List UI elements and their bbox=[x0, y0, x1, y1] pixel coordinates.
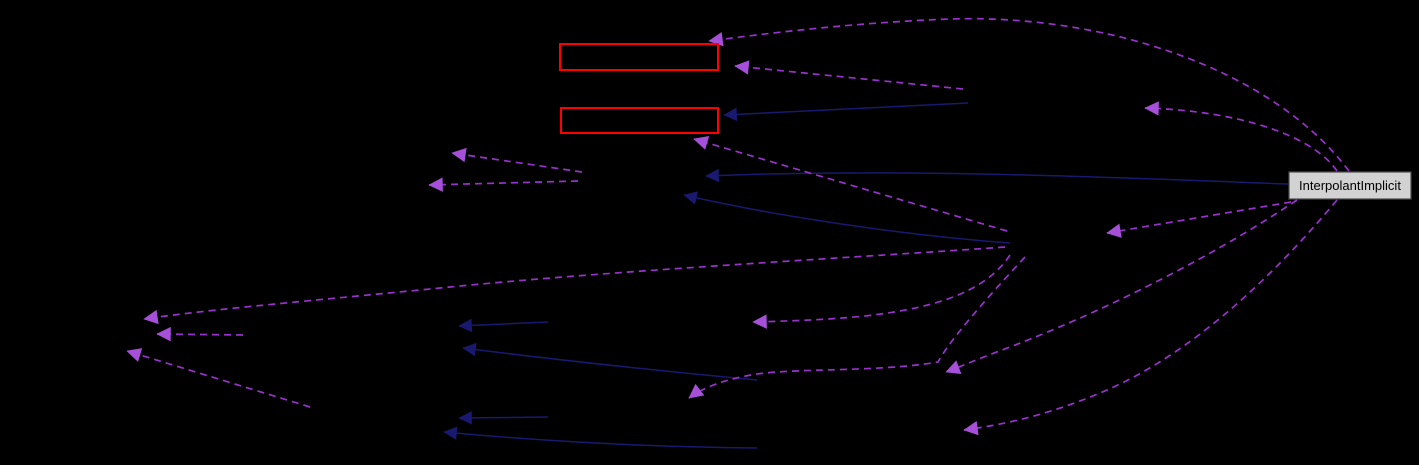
edge-d2-use-to-topbox bbox=[734, 60, 964, 90]
edge-d7-use-to-mid-node bbox=[945, 199, 1298, 374]
edge-s1-inherit-to-midbox bbox=[723, 102, 969, 122]
edge-s6-inherit-short-lower bbox=[458, 411, 549, 425]
node-truncated-node-top[interactable] bbox=[559, 43, 719, 71]
edge-d11-hub-use-farleft bbox=[143, 246, 1006, 325]
edge-d5-use-to-upper-node bbox=[1144, 101, 1338, 172]
edge-s2-inherit-from-current bbox=[705, 168, 1289, 185]
node-truncated-node-mid[interactable] bbox=[560, 107, 719, 134]
edge-s7-inherit-long-lower bbox=[443, 426, 758, 449]
node-label-interpolant-implicit: InterpolantImplicit bbox=[1299, 178, 1401, 193]
edge-s3-inherit-hub-to-left bbox=[683, 191, 1011, 244]
node-interpolant-implicit bbox=[1288, 171, 1412, 200]
edge-d1-use-top-arc bbox=[708, 17, 1350, 172]
edge-d4a-use-left-upper bbox=[451, 147, 583, 173]
edge-d10-hub-use-lowleft bbox=[688, 256, 1026, 399]
edge-d4b-use-left-lower bbox=[428, 177, 579, 192]
edges-layer bbox=[126, 17, 1350, 449]
edge-d12-use-bottomleft-diag bbox=[126, 348, 311, 408]
edge-s5-inherit-long-upper bbox=[462, 342, 758, 381]
edge-s4-inherit-short-upper bbox=[458, 318, 549, 333]
edge-d3-use-to-midbox-bottom bbox=[693, 135, 1008, 232]
nodes-layer: InterpolantImplicit bbox=[559, 43, 1412, 200]
edge-d9-hub-use-mid bbox=[752, 254, 1011, 329]
edge-d8-use-to-low-node bbox=[963, 199, 1338, 436]
edge-d13-use-bottomleft-horiz bbox=[156, 326, 244, 342]
